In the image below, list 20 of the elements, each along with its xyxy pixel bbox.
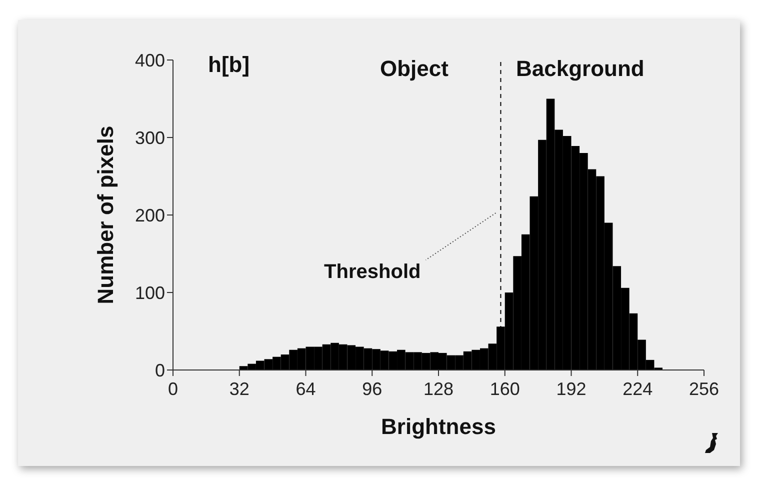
x-tick-label: 32: [229, 378, 250, 399]
x-tick-label: 224: [622, 378, 653, 399]
x-axis-title: Brightness: [381, 414, 496, 439]
y-tick-label: 300: [134, 128, 165, 148]
x-tick-label: 128: [423, 378, 454, 399]
x-tick-label: 64: [296, 378, 316, 399]
y-tick-label: 100: [134, 282, 165, 303]
x-tick-label: 0: [168, 378, 178, 399]
y-tick-label: 400: [134, 50, 165, 70]
x-tick-label: 160: [490, 378, 520, 399]
y-tick-label: 200: [134, 205, 165, 226]
y-tick-label: 0: [154, 360, 165, 380]
x-tick-label: 256: [688, 378, 720, 399]
annotation: Background: [516, 56, 644, 82]
annotation: Object: [380, 56, 448, 82]
x-tick-label: 192: [556, 378, 586, 399]
ref-line-label: Threshold: [324, 261, 421, 283]
y-axis-title: Number of pixels: [92, 126, 118, 304]
x-tick-label: 96: [362, 378, 382, 399]
annotation: h[b]: [208, 52, 250, 78]
